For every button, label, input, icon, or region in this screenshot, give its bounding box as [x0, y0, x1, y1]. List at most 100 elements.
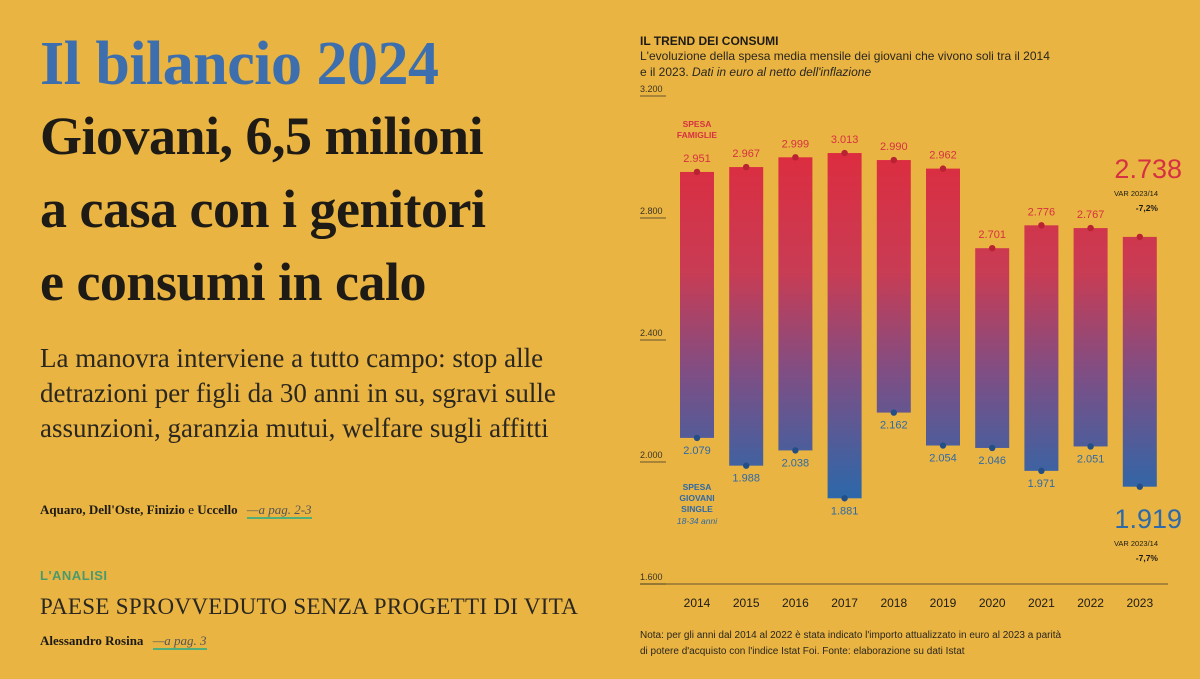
bottom-value-label: 1.881: [831, 505, 859, 517]
bar: [778, 157, 813, 451]
top-value-label: 2.701: [978, 229, 1006, 241]
legend-top-line: SPESA: [683, 119, 712, 129]
byline-page-link[interactable]: —a pag. 2-3: [246, 502, 312, 519]
headline: Giovani, 6,5 milioni a casa con i genito…: [40, 100, 630, 319]
article-block: Il bilancio 2024 Giovani, 6,5 milioni a …: [40, 28, 630, 446]
bar: [680, 171, 714, 438]
top-value-label: 2.951: [683, 153, 711, 165]
chart-title: IL TREND DEI CONSUMI: [640, 34, 779, 48]
chart-subtitle: L'evoluzione della spesa media mensile d…: [640, 48, 1180, 80]
bar: [729, 167, 764, 466]
top-value-label: 2.967: [732, 148, 760, 160]
analysis-page-link[interactable]: —a pag. 3: [152, 633, 207, 650]
summary-bottom-label: VAR 2023/14: [1114, 539, 1158, 548]
summary-top-label: VAR 2023/14: [1114, 189, 1158, 198]
top-point: [841, 149, 848, 157]
analysis-title: PAESE SPROVVEDUTO SENZA PROGETTI DI VITA: [40, 594, 579, 619]
x-tick-label: 2020: [979, 596, 1006, 610]
top-value-label: 2.767: [1077, 209, 1105, 221]
bottom-value-label: 2.079: [683, 445, 711, 457]
bar: [827, 153, 862, 499]
bottom-point: [1087, 443, 1094, 450]
bottom-point: [792, 447, 799, 454]
legend-bottom-line: GIOVANI: [679, 493, 714, 503]
chart-subtitle-text: e il 2023.: [640, 65, 689, 79]
top-value-label: 2.990: [880, 141, 908, 153]
bar: [975, 248, 1010, 448]
top-value-label: 2.962: [929, 150, 957, 162]
legend-bottom-line: SINGLE: [681, 504, 713, 514]
top-point: [989, 244, 996, 252]
x-tick-label: 2017: [831, 596, 858, 610]
bottom-point: [890, 409, 897, 416]
top-value-label: 2.999: [782, 138, 810, 150]
deck: La manovra interviene a tutto campo: sto…: [40, 341, 630, 446]
top-point: [1038, 222, 1045, 229]
summary-bottom-value: 1.919: [1114, 504, 1182, 534]
deck-line: assunzioni, garanzia mutui, welfare sugl…: [40, 413, 549, 443]
x-tick-label: 2021: [1028, 596, 1055, 610]
x-tick-label: 2018: [880, 596, 907, 610]
top-point: [792, 154, 799, 161]
headline-line: a casa con i genitori: [40, 179, 486, 239]
bottom-value-label: 1.988: [732, 473, 760, 485]
bar: [876, 160, 911, 413]
summary-top-value: 2.738: [1114, 154, 1182, 184]
x-tick-label: 2015: [733, 596, 760, 610]
deck-line: La manovra interviene a tutto campo: sto…: [40, 343, 544, 373]
byline-conjunction: e: [188, 502, 194, 517]
chart-note: Nota: per gli anni dal 2014 al 2022 è st…: [640, 628, 1180, 660]
headline-line: Giovani, 6,5 milioni: [40, 106, 484, 166]
bottom-value-label: 1.971: [1028, 478, 1056, 490]
x-tick-label: 2014: [684, 596, 711, 610]
bottom-value-label: 2.162: [880, 420, 908, 432]
chart-subtitle-italic: Dati in euro al netto dell'inflazione: [692, 65, 872, 79]
legend-bottom-sub: 18-34 anni: [677, 516, 718, 526]
x-tick-label: 2019: [930, 596, 957, 610]
top-point: [693, 168, 701, 176]
bottom-point: [989, 444, 996, 452]
y-tick-label: 2.000: [640, 450, 663, 460]
bar: [1024, 225, 1059, 471]
summary-top-change: -7,2%: [1136, 203, 1159, 213]
legend-top-line: FAMIGLIE: [677, 130, 717, 140]
summary-bottom-change: -7,7%: [1136, 553, 1159, 563]
bars: [680, 149, 1157, 502]
bar: [1122, 236, 1157, 487]
chart-header: IL TREND DEI CONSUMI L'evoluzione della …: [640, 34, 1180, 80]
y-tick-label: 1.600: [640, 572, 663, 582]
bottom-point: [939, 442, 947, 449]
headline-line: e consumi in calo: [40, 252, 427, 312]
top-point: [1136, 233, 1144, 241]
bottom-point: [841, 495, 848, 502]
byline-author-last: Uccello: [197, 502, 238, 517]
bottom-value-label: 2.051: [1077, 453, 1105, 465]
legend-bottom-line: SPESA: [683, 482, 712, 492]
x-tick-label: 2023: [1126, 596, 1153, 610]
x-tick-label: 2016: [782, 596, 809, 610]
analysis-label: L'ANALISI: [40, 568, 108, 583]
top-point: [1087, 224, 1094, 232]
x-axis: 2014 2015 2016 2017 2018 2019 2020 2021 2022 2023: [684, 596, 1154, 610]
bottom-value-label: 2.038: [782, 457, 810, 469]
bottom-point: [1038, 467, 1045, 475]
note-line: Nota: per gli anni dal 2014 al 2022 è st…: [640, 630, 1062, 641]
kicker: Il bilancio 2024: [40, 30, 439, 98]
chart-subtitle-line: L'evoluzione della spesa media mensile d…: [640, 49, 1050, 63]
bottom-point: [1136, 483, 1144, 490]
analysis-author-line: Alessandro Rosina —a pag. 3: [40, 633, 207, 650]
bottom-point: [693, 434, 701, 442]
bottom-value-label: 2.054: [929, 453, 957, 465]
y-grid: 1.600 2.000 2.400 2.800 3.200: [640, 84, 1168, 585]
top-point: [939, 165, 947, 172]
bar: [1073, 228, 1108, 447]
data-labels: 2.951 2.079 2.967 1.988 2.999 2.038 3.013 1.881…: [683, 134, 1104, 517]
y-tick-label: 3.200: [640, 84, 663, 94]
y-tick-label: 2.400: [640, 328, 663, 338]
top-point: [743, 163, 750, 171]
byline: Aquaro, Dell'Oste, Finizio e Uccello —a …: [40, 502, 312, 519]
y-tick-label: 2.800: [640, 206, 663, 216]
deck-line: detrazioni per figli da 30 anni in su, s…: [40, 378, 556, 408]
